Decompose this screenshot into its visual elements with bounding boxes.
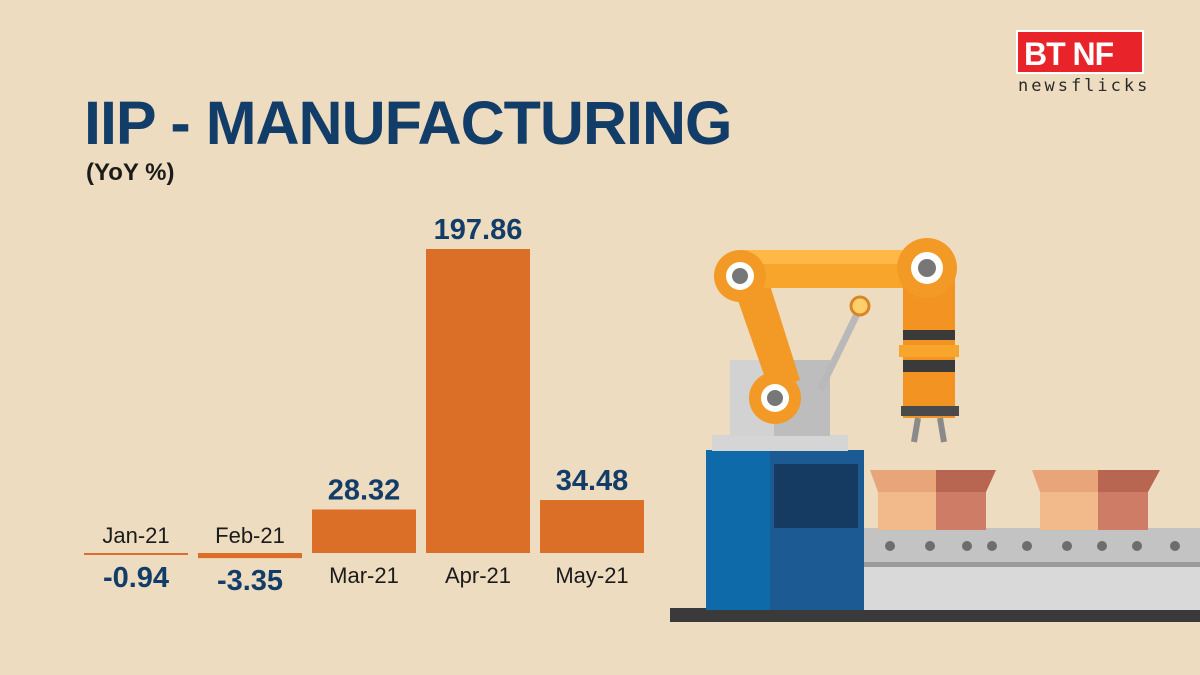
page-subtitle: (YoY %) [86,159,175,186]
logo-subtext: newsflicks [1018,76,1151,96]
bar-jan-21 [84,553,188,555]
bar-apr-21 [426,249,530,553]
logo-text: BT NF [1024,36,1114,72]
category-label: Jan-21 [102,523,169,548]
bar-may-21 [540,500,644,553]
value-label: 34.48 [556,465,629,497]
value-label: -3.35 [217,565,283,597]
category-label: Apr-21 [445,563,511,588]
bar-mar-21 [312,509,416,553]
logo-badge: BT NF [1016,30,1144,74]
brand-logo: BT NF newsflicks [1016,30,1147,96]
robotic-arm-conveyor-icon [670,238,1200,622]
value-label: 28.32 [328,474,401,506]
page-title: IIP - MANUFACTURING [84,89,732,157]
category-label: May-21 [555,563,628,588]
value-label: 197.86 [434,214,523,246]
category-label: Mar-21 [329,563,399,588]
bar-chart: Jan-21 -0.94 Feb-21 -3.35 Mar-21 28.32 Apr-21 1… [84,214,644,597]
bar-feb-21 [198,553,302,559]
category-label: Feb-21 [215,523,285,548]
value-label: -0.94 [103,562,169,594]
